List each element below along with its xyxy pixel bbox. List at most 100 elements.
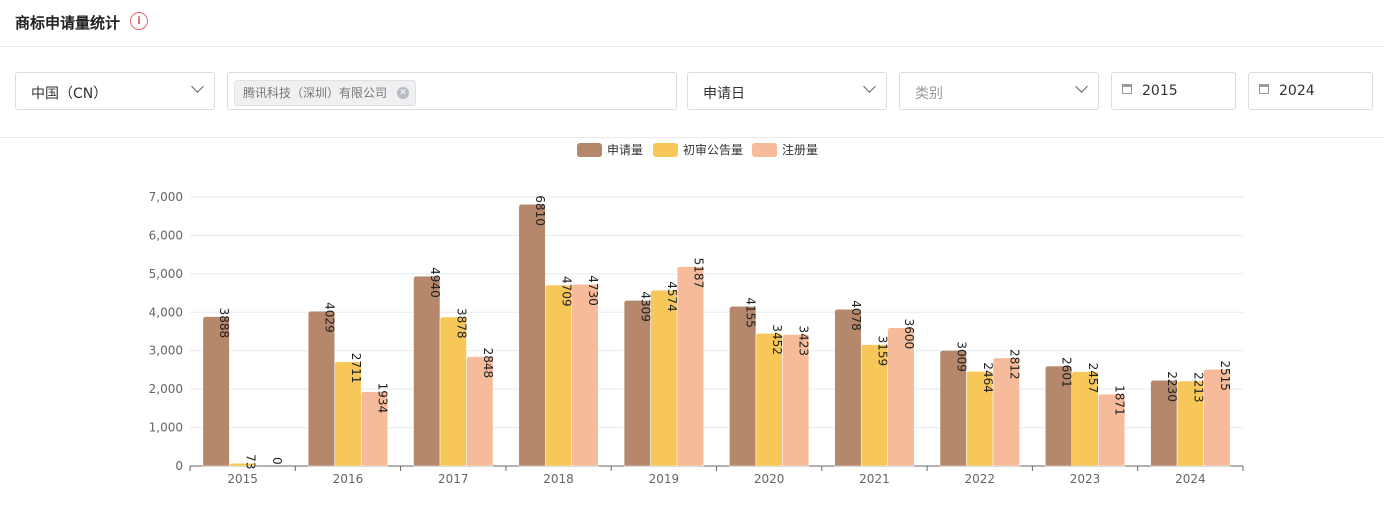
bar <box>229 462 257 467</box>
data-label: 4155 <box>744 297 758 328</box>
x-tick-label: 2021 <box>859 472 890 486</box>
y-tick-label: 5,000 <box>149 267 183 281</box>
year-to-picker[interactable]: 2024 <box>1248 72 1373 110</box>
bar <box>887 327 915 467</box>
data-label: 4730 <box>586 275 600 306</box>
bar <box>1045 365 1073 467</box>
x-tick-label: 2018 <box>543 472 574 486</box>
data-label: 2711 <box>349 353 363 384</box>
bar <box>360 391 388 467</box>
data-label: 5187 <box>691 258 705 289</box>
data-label: 4309 <box>638 291 652 322</box>
page-header: 商标申请量统计 i <box>0 0 1384 47</box>
legend-swatch <box>653 143 678 157</box>
applicant-input[interactable]: 腾讯科技（深圳）有限公司 ✕ <box>227 72 677 110</box>
bar <box>334 361 362 467</box>
year-to-value: 2024 <box>1279 83 1315 99</box>
bar <box>439 316 467 467</box>
legend-label: 注册量 <box>782 142 818 157</box>
legend-label: 初审公告量 <box>683 142 743 157</box>
x-tick-label: 2023 <box>1070 472 1101 486</box>
country-select[interactable]: 中国（CN） <box>15 72 215 110</box>
remove-tag-icon[interactable]: ✕ <box>397 87 410 99</box>
bar <box>755 333 783 467</box>
legend-swatch <box>752 143 777 157</box>
x-tick-label: 2020 <box>754 472 785 486</box>
data-label: 2213 <box>1191 372 1205 403</box>
y-tick-label: 3,000 <box>149 344 183 358</box>
y-tick-label: 4,000 <box>149 305 183 319</box>
data-label: 0 <box>270 457 284 465</box>
x-tick-label: 2015 <box>227 472 258 486</box>
bar <box>1098 393 1126 467</box>
bar <box>571 283 599 467</box>
bar <box>518 204 546 467</box>
date-type-select[interactable]: 申请日 <box>687 72 887 110</box>
data-label: 4940 <box>428 267 442 298</box>
bar-chart: 申请量 初审公告量 注册量 0 1,000 2,000 3,000 4,000 5,000 6,0… <box>149 142 1244 486</box>
chevron-down-icon <box>191 80 204 93</box>
data-label: 2812 <box>1007 349 1021 380</box>
bar <box>650 289 678 467</box>
data-label: 3888 <box>217 308 231 339</box>
calendar-icon <box>1259 84 1269 94</box>
data-label: 2601 <box>1060 357 1074 388</box>
data-label: 3878 <box>454 308 468 339</box>
x-tick-label: 2022 <box>964 472 995 486</box>
bar <box>676 266 704 467</box>
data-label: 3009 <box>954 341 968 372</box>
chevron-down-icon <box>863 80 876 93</box>
data-label: 2464 <box>981 362 995 393</box>
bar <box>834 309 862 467</box>
y-tick-label: 0 <box>175 459 183 473</box>
data-label: 2848 <box>481 348 495 379</box>
data-label: 4078 <box>849 300 863 331</box>
page-title: 商标申请量统计 <box>15 14 121 32</box>
bar <box>466 356 494 467</box>
x-tick-label: 2016 <box>333 472 364 486</box>
info-circle-icon[interactable]: i <box>130 12 148 30</box>
year-from-picker[interactable]: 2015 <box>1111 72 1236 110</box>
y-tick-label: 2,000 <box>149 382 183 396</box>
data-label: 3423 <box>797 325 811 356</box>
bar <box>545 284 573 467</box>
data-label: 1934 <box>375 383 389 414</box>
data-label: 2457 <box>1086 363 1100 394</box>
data-label: 6810 <box>533 195 547 226</box>
y-tick-label: 1,000 <box>149 421 183 435</box>
legend-label: 申请量 <box>607 143 643 157</box>
data-label: 3600 <box>902 319 916 350</box>
bar <box>782 334 810 467</box>
data-label: 2515 <box>1218 360 1232 391</box>
bar <box>413 275 441 467</box>
bar <box>307 310 335 467</box>
bar <box>729 306 757 467</box>
category-select[interactable]: 类别 <box>899 72 1099 110</box>
category-placeholder: 类别 <box>915 86 943 102</box>
bar <box>992 357 1020 467</box>
data-label: 4574 <box>665 281 679 312</box>
country-value: 中国（CN） <box>31 86 108 102</box>
data-label: 2230 <box>1165 371 1179 402</box>
chevron-down-icon <box>1075 80 1088 93</box>
x-tick-label: 2024 <box>1175 472 1206 486</box>
bar <box>202 316 230 467</box>
data-label: 4709 <box>560 276 574 307</box>
bar <box>623 300 651 467</box>
data-label: 4029 <box>322 302 336 333</box>
data-label: 3452 <box>770 324 784 355</box>
y-tick-label: 6,000 <box>149 228 183 242</box>
data-label: 1871 <box>1113 385 1127 416</box>
date-type-value: 申请日 <box>703 86 745 102</box>
bar <box>1203 369 1231 467</box>
x-tick-label: 2019 <box>649 472 680 486</box>
legend-swatch <box>577 143 602 157</box>
bar <box>939 350 967 467</box>
year-from-value: 2015 <box>1142 83 1178 99</box>
applicant-tag: 腾讯科技（深圳）有限公司 ✕ <box>234 80 417 106</box>
applicant-tag-label: 腾讯科技（深圳）有限公司 <box>243 86 388 100</box>
filter-bar: 中国（CN） 腾讯科技（深圳）有限公司 ✕ 申请日 类别 2015 2024 <box>0 47 1384 138</box>
data-label: 3159 <box>875 336 889 367</box>
bar <box>1071 371 1099 467</box>
y-tick-label: 7,000 <box>149 190 183 204</box>
